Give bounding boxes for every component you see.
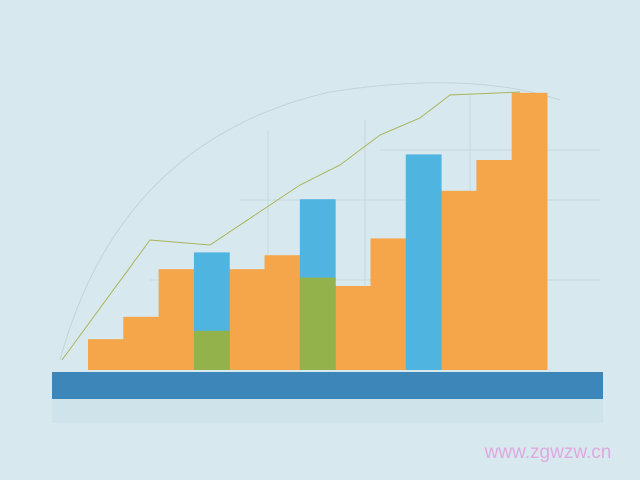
bar: [476, 160, 513, 370]
watermark: www.zgwzw.cn: [484, 442, 612, 463]
bar: [264, 255, 301, 370]
bars: [88, 92, 548, 371]
bar: [335, 286, 371, 370]
decorative-arc: [59, 82, 561, 361]
bar: [123, 316, 160, 370]
axis-strip: [52, 399, 603, 423]
bar: [229, 269, 266, 370]
bar: [299, 277, 336, 370]
bar: [158, 269, 195, 370]
bar: [370, 238, 407, 370]
decorative-trend: [61, 91, 521, 361]
bar: [441, 190, 477, 370]
bar: [88, 339, 124, 370]
bar: [511, 92, 548, 371]
bar: [193, 330, 230, 370]
bar: [405, 154, 442, 370]
axis-band: [52, 372, 603, 399]
